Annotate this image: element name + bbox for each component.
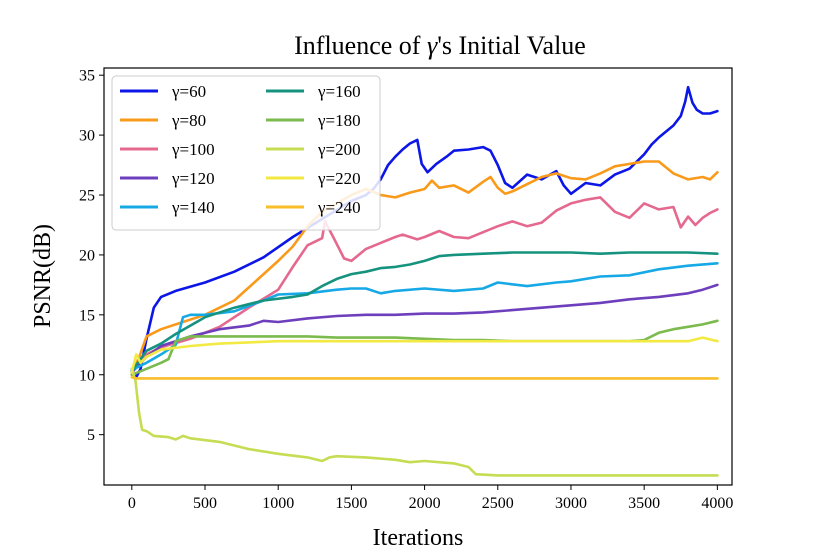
series-line-8 <box>130 336 719 374</box>
x-tick-label: 1500 <box>335 495 367 512</box>
x-axis-label: Iterations <box>373 525 464 551</box>
x-tick-label: 4000 <box>701 495 733 512</box>
legend-label-2: γ=100 <box>171 140 215 159</box>
y-axis-label: PSNR(dB) <box>30 224 56 328</box>
x-tick-label: 3000 <box>555 495 587 512</box>
chart-title: Influence of γ's Initial Value <box>294 31 586 60</box>
y-tick-label: 15 <box>79 307 95 324</box>
legend-label-7: γ=200 <box>317 140 361 159</box>
x-tick-label: 2500 <box>482 495 514 512</box>
legend: γ=60 γ=80 γ=100 γ=120 γ=140 γ=160 γ=180 γ=200 γ=… <box>111 75 381 231</box>
x-tick-label: 0 <box>128 495 136 512</box>
chart-title-prefix: Influence of <box>294 31 427 60</box>
legend-label-8: γ=220 <box>317 169 361 188</box>
legend-label-1: γ=80 <box>171 111 206 130</box>
x-tick-label: 2000 <box>409 495 441 512</box>
legend-label-6: γ=180 <box>317 111 361 130</box>
y-axis: 5 10 15 20 25 30 35 <box>79 68 104 444</box>
y-tick-label: 30 <box>79 128 95 145</box>
plot-frame <box>103 67 733 486</box>
y-tick-label: 35 <box>79 68 95 85</box>
series-layer <box>130 85 719 477</box>
series-line-1 <box>130 160 719 377</box>
series-line-2 <box>130 196 719 373</box>
legend-box <box>111 75 381 231</box>
series-line-9 <box>130 375 719 380</box>
x-tick-label: 500 <box>193 495 217 512</box>
chart-title-symbol: γ <box>427 31 438 60</box>
series-line-5 <box>130 251 719 373</box>
x-axis: 0 500 1000 1500 2000 2500 3000 3500 4000 <box>128 485 733 512</box>
legend-label-3: γ=120 <box>171 169 215 188</box>
y-tick-label: 20 <box>79 247 95 264</box>
series-line-0 <box>130 85 719 379</box>
legend-label-5: γ=160 <box>317 82 361 101</box>
series-line-6 <box>130 319 719 377</box>
series-line-3 <box>130 283 719 374</box>
x-tick-label: 3500 <box>628 495 660 512</box>
legend-label-4: γ=140 <box>171 198 215 217</box>
legend-label-9: γ=240 <box>317 198 361 217</box>
y-tick-label: 10 <box>79 367 95 384</box>
y-tick-label: 5 <box>87 427 95 444</box>
series-line-7 <box>130 367 719 477</box>
x-tick-label: 1000 <box>262 495 294 512</box>
legend-label-0: γ=60 <box>171 82 206 101</box>
y-tick-label: 25 <box>79 188 95 205</box>
series-line-4 <box>130 262 719 372</box>
chart-title-suffix: 's Initial Value <box>437 31 586 60</box>
